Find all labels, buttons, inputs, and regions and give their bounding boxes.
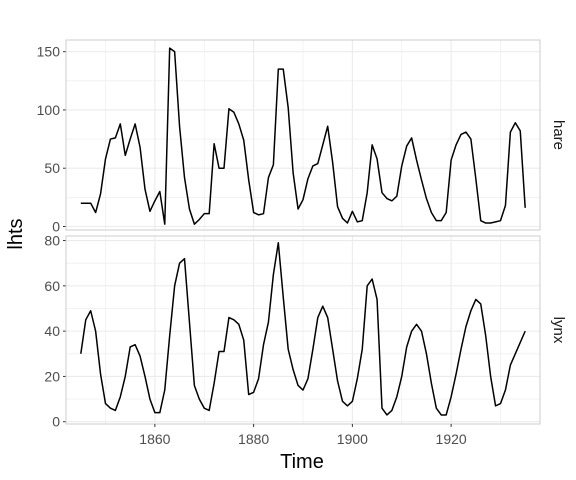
x-tick-label: 1900 [337,431,368,447]
chart-panels: 0 50 100 150 hare 0 20 40 60 80 lynx [37,39,567,430]
facet-strip-label: hare [550,120,567,150]
panel-border [65,39,541,231]
y-tick-label: 40 [44,323,60,339]
y-tick-label: 60 [44,278,60,294]
y-axis-title: lhts [5,218,27,249]
panel-lynx: 0 20 40 60 80 lynx [44,233,567,430]
facet-strip-label: lynx [550,317,567,344]
y-tick-label: 50 [44,160,60,176]
series-line-lynx [80,242,526,416]
y-tick-label: 150 [37,44,61,60]
x-tick-label: 1920 [436,431,467,447]
x-axis-title: Time [280,451,324,473]
y-tick-label: 20 [44,368,60,384]
y-tick-label: 0 [52,219,60,235]
y-tick-label: 80 [44,233,60,249]
x-tick-label: 1860 [139,431,170,447]
y-tick-label: 100 [37,102,61,118]
panel-hare: 0 50 100 150 hare [37,39,567,235]
x-axis: 1860 1880 1900 1920 [139,424,467,447]
panel-border [65,235,541,425]
y-tick-label: 0 [52,414,60,430]
x-tick-label: 1880 [238,431,269,447]
series-line-hare [80,47,526,225]
